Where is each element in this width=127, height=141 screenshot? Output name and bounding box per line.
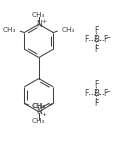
Text: CH₃: CH₃ (32, 118, 46, 124)
Text: −: − (105, 34, 110, 39)
Text: +: + (41, 112, 46, 117)
Text: F: F (104, 35, 108, 44)
Text: CH₃: CH₃ (62, 27, 75, 33)
Text: F: F (104, 89, 108, 98)
Text: CH₃: CH₃ (32, 12, 46, 18)
Text: N: N (36, 107, 42, 116)
Text: F: F (84, 35, 89, 44)
Text: F: F (94, 26, 98, 35)
Text: −: − (105, 89, 110, 94)
Text: +: + (41, 19, 46, 24)
Text: F: F (84, 89, 89, 98)
Text: F: F (94, 80, 98, 89)
Text: CH₃: CH₃ (33, 103, 46, 109)
Text: B: B (93, 89, 99, 98)
Text: B: B (93, 35, 99, 44)
Text: CH₃: CH₃ (31, 103, 45, 109)
Text: CH₃: CH₃ (3, 27, 16, 33)
Text: N: N (36, 20, 42, 29)
Text: F: F (94, 99, 98, 108)
Text: F: F (94, 45, 98, 54)
